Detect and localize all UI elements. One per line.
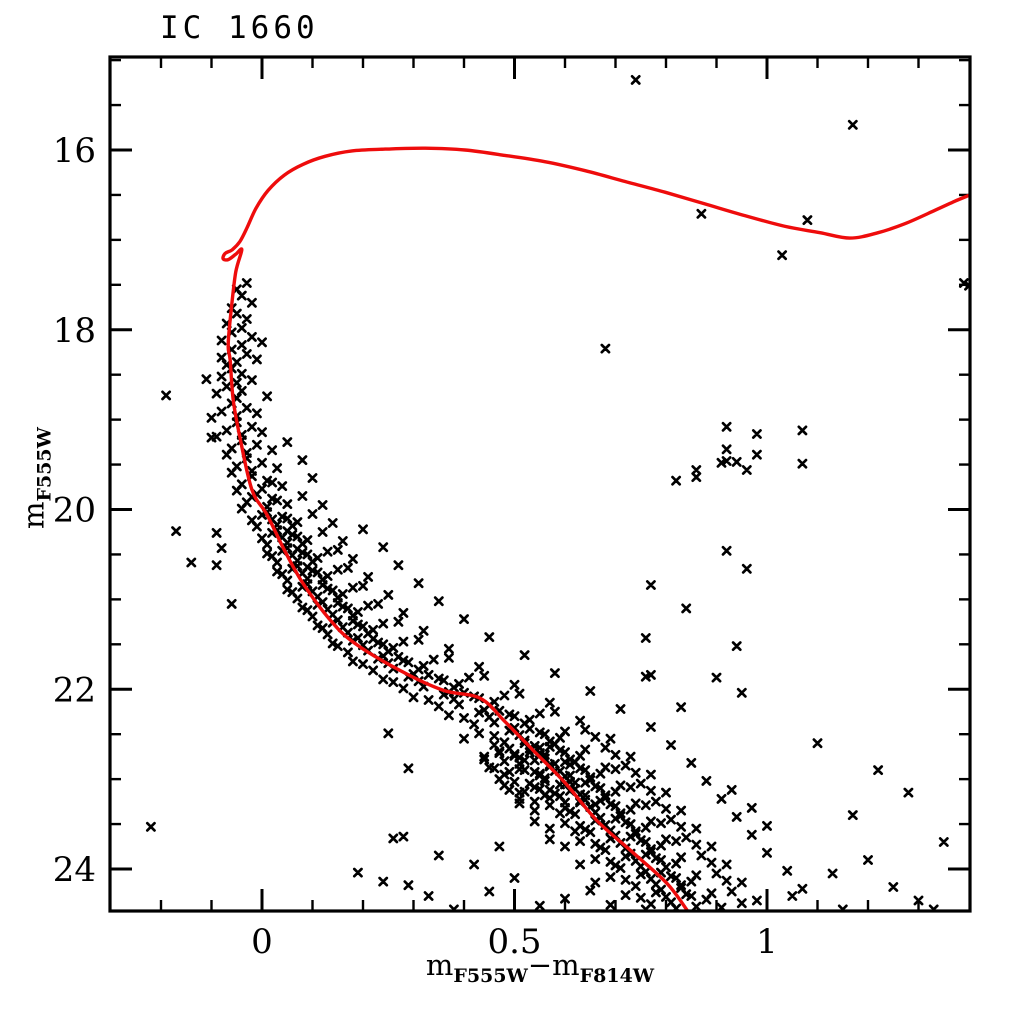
isochrone-line	[221, 146, 970, 911]
y-tick-label: 20	[53, 491, 96, 531]
y-tick-label: 22	[53, 670, 96, 710]
x-tick-label: 1	[756, 922, 778, 962]
x-axis-label-subscript1: F555W	[453, 965, 528, 987]
axis-ticks	[110, 57, 970, 911]
plot-frame	[108, 55, 972, 913]
x-axis-label-base2: m	[552, 948, 580, 982]
x-axis-label-base1: m	[425, 948, 454, 982]
y-axis-label: mF555W	[17, 427, 56, 529]
y-tick-label: 18	[53, 311, 96, 351]
y-tick-label: 16	[53, 131, 96, 171]
y-axis-label-subscript: F555W	[33, 427, 56, 502]
plot-title: IC 1660	[160, 10, 319, 46]
x-axis-label-subscript2: F814W	[579, 965, 655, 987]
star-scatter-points	[145, 74, 970, 911]
y-tick-label: 24	[53, 850, 96, 890]
x-tick-label: 0	[251, 922, 273, 962]
x-tick-label: 0.5	[487, 922, 541, 962]
x-axis-label-minus: −	[527, 948, 553, 982]
x-axis-label: mF555W−mF814W	[426, 948, 654, 987]
y-axis-label-base: m	[16, 501, 51, 530]
